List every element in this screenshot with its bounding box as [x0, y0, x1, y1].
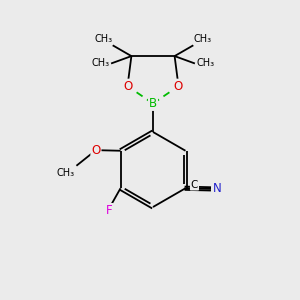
Text: CH₃: CH₃	[92, 58, 110, 68]
Text: CH₃: CH₃	[193, 34, 212, 44]
Text: CH₃: CH₃	[94, 34, 113, 44]
Text: F: F	[106, 204, 113, 217]
Text: O: O	[91, 144, 101, 157]
Text: B: B	[149, 97, 157, 110]
Text: CH₃: CH₃	[196, 58, 214, 68]
Text: C: C	[191, 180, 198, 190]
Text: O: O	[174, 80, 183, 93]
Text: CH₃: CH₃	[57, 168, 75, 178]
Text: N: N	[212, 182, 221, 195]
Text: O: O	[123, 80, 132, 93]
